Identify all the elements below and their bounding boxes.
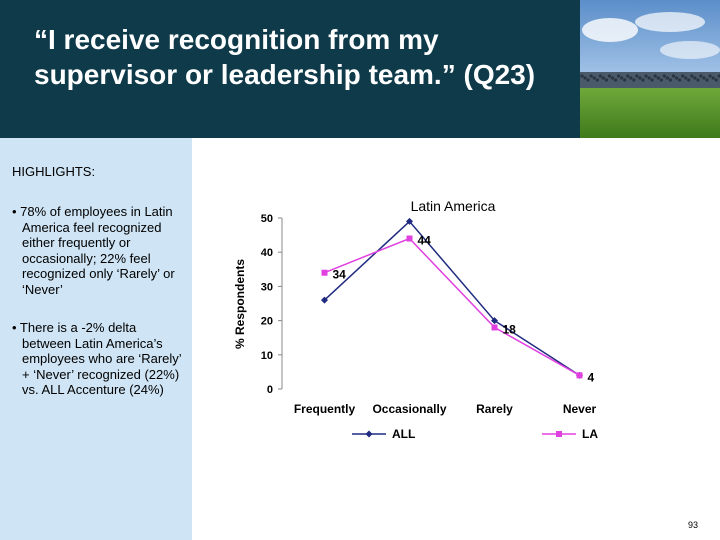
legend-label-all: ALL <box>392 427 415 441</box>
line-chart: Latin America % Respondents 0 10 20 30 40 50 … <box>192 138 720 540</box>
crowd-photo <box>580 0 720 138</box>
series-line-la <box>324 237 580 376</box>
highlight-bullet-2: • There is a -2% delta between Latin Ame… <box>12 320 182 397</box>
data-point-la <box>576 372 583 379</box>
highlights-title: HIGHLIGHTS: <box>12 164 96 179</box>
y-tick-label: 20 <box>261 316 273 328</box>
legend-marker-all <box>365 430 373 438</box>
y-tick-label: 0 <box>267 384 273 396</box>
data-label: 18 <box>503 322 517 336</box>
x-tick-label: Never <box>563 402 597 416</box>
series-line-all <box>323 220 580 376</box>
x-tick-label: Occasionally <box>372 402 446 416</box>
chart-title: Latin America <box>411 198 496 214</box>
data-point-all <box>406 217 413 225</box>
x-tick-label: Frequently <box>294 402 356 416</box>
legend-label-la: LA <box>582 427 598 441</box>
data-point-la <box>406 235 413 242</box>
highlights-panel <box>0 138 192 540</box>
legend-marker-la <box>556 431 562 437</box>
data-point-all <box>321 296 328 304</box>
data-point-la <box>321 269 328 276</box>
highlight-bullet-1: • 78% of employees in Latin America feel… <box>12 204 175 297</box>
y-tick-label: 10 <box>261 350 273 362</box>
data-point-all <box>491 317 498 325</box>
y-axis-label: % Respondents <box>233 259 247 349</box>
title-banner: “I receive recognition from my superviso… <box>0 0 580 138</box>
slide-title: “I receive recognition from my superviso… <box>34 24 536 90</box>
data-label: 44 <box>418 234 432 248</box>
y-tick-label: 50 <box>261 213 273 225</box>
page-number: 93 <box>687 520 698 530</box>
x-tick-label: Rarely <box>476 402 513 416</box>
y-tick-label: 40 <box>261 247 273 259</box>
y-tick-label: 30 <box>261 281 273 293</box>
data-point-la <box>491 324 498 331</box>
data-label: 34 <box>333 268 347 282</box>
data-label: 4 <box>588 370 595 384</box>
